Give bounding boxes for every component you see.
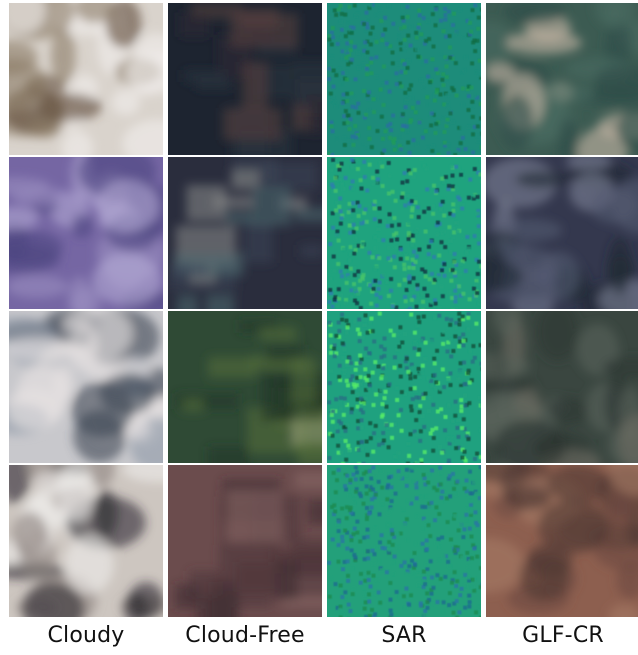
image-grid <box>9 3 638 617</box>
image-sar-row-1 <box>327 3 481 155</box>
image-cloudy-row-4 <box>9 465 163 617</box>
column-label-cloudy: Cloudy <box>47 623 125 648</box>
image-cloud-free-row-1 <box>168 3 322 155</box>
column-label-sar: SAR <box>381 623 427 648</box>
image-glf-cr-row-1 <box>486 3 638 155</box>
column-labels: Cloudy Cloud-Free SAR GLF-CR <box>9 622 637 652</box>
column-label-cloud-free: Cloud-Free <box>185 623 305 648</box>
image-sar-row-2 <box>327 157 481 309</box>
image-sar-row-4 <box>327 465 481 617</box>
image-cloudy-row-2 <box>9 157 163 309</box>
image-glf-cr-row-2 <box>486 157 638 309</box>
image-cloud-free-row-2 <box>168 157 322 309</box>
image-cloudy-row-1 <box>9 3 163 155</box>
image-cloud-free-row-3 <box>168 311 322 463</box>
image-sar-row-3 <box>327 311 481 463</box>
image-cloud-free-row-4 <box>168 465 322 617</box>
image-glf-cr-row-4 <box>486 465 638 617</box>
column-label-glf-cr: GLF-CR <box>522 623 604 648</box>
image-glf-cr-row-3 <box>486 311 638 463</box>
image-cloudy-row-3 <box>9 311 163 463</box>
